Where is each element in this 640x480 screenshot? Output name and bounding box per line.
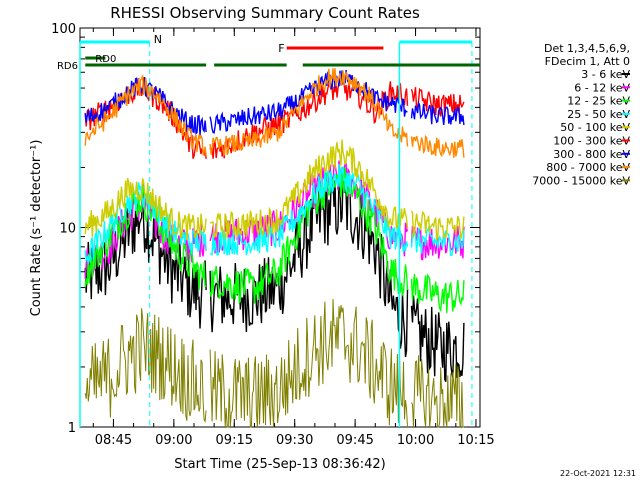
legend: Det 1,3,4,5,6,9,FDecim 1, Att 03 - 6 keV… — [532, 42, 630, 187]
legend-entry: 800 - 7000 keV — [546, 161, 630, 174]
series-lines — [84, 68, 465, 429]
rd0-label: RD0 — [95, 54, 116, 65]
legend-header-line: Det 1,3,4,5,6,9, — [544, 42, 630, 55]
chart-title: RHESSI Observing Summary Count Rates — [110, 4, 420, 22]
y-tick-label: 100 — [51, 22, 76, 37]
rd6-label: RD6 — [57, 61, 78, 72]
y-tick-label: 10 — [59, 222, 76, 237]
legend-entry: 50 - 100 keV — [560, 121, 630, 134]
flare-label: F — [278, 42, 284, 55]
y-axis-label: Count Rate (s⁻¹ detector⁻¹) — [29, 140, 44, 317]
x-tick-label: 09:30 — [276, 433, 313, 448]
legend-entry: 7000 - 15000 keV — [532, 174, 630, 187]
x-tick-label: 10:15 — [457, 433, 494, 448]
series-line-0 — [84, 176, 465, 382]
series-line-4 — [84, 139, 465, 242]
legend-entry: 3 - 6 keV — [581, 68, 630, 81]
footer-timestamp: 22-Oct-2021 12:31 — [560, 469, 636, 478]
axis-ticks: 08:45 09:00 09:15 09:30 09:45 10:00 10:15 1 10 10… — [51, 22, 495, 448]
night-label: N — [154, 33, 162, 46]
legend-entry: 6 - 12 keV — [574, 81, 630, 94]
x-tick-label: 10:00 — [397, 433, 434, 448]
series-line-7 — [84, 68, 465, 158]
x-axis-label: Start Time (25-Sep-13 08:36:42) — [174, 457, 385, 472]
series-line-8 — [84, 298, 464, 429]
x-tick-label: 09:15 — [216, 433, 253, 448]
legend-entry: 12 - 25 keV — [567, 95, 630, 108]
x-tick-label: 09:45 — [336, 433, 373, 448]
y-tick-label: 1 — [68, 421, 76, 436]
legend-entry: 25 - 50 keV — [567, 108, 630, 121]
legend-header-line: FDecim 1, Att 0 — [545, 55, 630, 68]
x-tick-label: 08:45 — [95, 433, 132, 448]
annotation-marks: N F RD0 RD6 — [57, 33, 480, 427]
legend-entry: 100 - 300 keV — [553, 135, 630, 148]
x-tick-label: 09:00 — [155, 433, 192, 448]
legend-entry: 300 - 800 keV — [553, 148, 630, 161]
